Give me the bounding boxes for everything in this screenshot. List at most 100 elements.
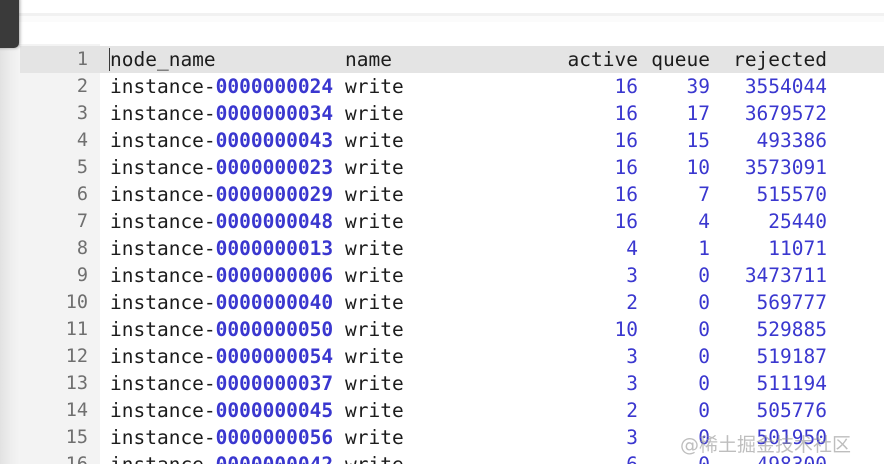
node-name-id: 0000000034 [215,102,334,125]
table-row[interactable]: 11 instance-0000000050 write 10 0 529885 [0,316,884,343]
window-chrome-bar[interactable] [0,0,19,48]
cell-node-name: instance-0000000042 [110,451,333,464]
node-name-prefix: instance- [110,372,216,395]
top-strip-lower [0,16,884,22]
cell-node-name: instance-0000000048 [110,208,333,235]
table-row[interactable]: 12 instance-0000000054 write 3 0 519187 [0,343,884,370]
text-caret [109,48,110,71]
line-number: 2 [76,76,88,97]
table-rows-container: 1 node_name name active queue rejected 2 instan… [0,46,884,464]
cell-rejected: 11071 [768,237,827,260]
cell-queue: 0 [698,345,710,368]
node-name-id: 0000000043 [215,129,334,152]
cell-active: 3 [626,264,638,287]
cell-node-name: instance-0000000024 [110,73,333,100]
line-number: 1 [76,49,88,70]
page-left-edge-shadow [0,44,20,464]
cell-queue: 39 [686,75,710,98]
node-name-prefix: instance- [110,129,216,152]
cell-node-name: instance-0000000037 [110,370,333,397]
cell-name: write [345,451,404,464]
cell-queue: 0 [698,399,710,422]
cell-rejected: 505776 [756,399,827,422]
table-row[interactable]: 5 instance-0000000023 write 16 10 3573091 [0,154,884,181]
cell-node-name: instance-0000000045 [110,397,333,424]
node-name-id: 0000000037 [215,372,334,395]
cell-node-name: instance-0000000034 [110,100,333,127]
column-header-name[interactable]: name [345,48,392,71]
node-name-prefix: instance- [110,237,216,260]
node-name-prefix: instance- [110,264,216,287]
cell-queue: 0 [698,318,710,341]
line-number: 4 [76,130,88,151]
cell-rejected: 25440 [768,210,827,233]
node-name-id: 0000000048 [215,210,334,233]
table-row[interactable]: 14 instance-0000000045 write 2 0 505776 [0,397,884,424]
node-name-id: 0000000042 [216,453,333,464]
table-row[interactable]: 7 instance-0000000048 write 16 4 25440 [0,208,884,235]
line-number: 9 [76,265,88,286]
line-number: 13 [65,373,88,394]
cell-name: write [345,372,404,395]
node-name-id: 0000000050 [215,318,334,341]
line-number: 12 [65,346,88,367]
cell-name: write [345,156,404,179]
text-editor-surface[interactable]: 1 node_name name active queue rejected 2 instan… [0,22,884,464]
cell-queue: 17 [686,102,710,125]
cell-rejected: 529885 [756,318,827,341]
node-name-prefix: instance- [110,183,216,206]
cell-node-name: instance-0000000040 [110,289,333,316]
line-number: 15 [65,427,88,448]
node-name-id: 0000000040 [215,291,334,314]
table-row[interactable]: 9 instance-0000000006 write 3 0 3473711 [0,262,884,289]
node-name-prefix: instance- [110,291,216,314]
cell-node-name: instance-0000000006 [110,262,333,289]
cell-name: write [345,237,404,260]
line-number: 5 [76,157,88,178]
line-number: 6 [76,184,88,205]
table-row[interactable]: 13 instance-0000000037 write 3 0 511194 [0,370,884,397]
cell-name: write [345,345,404,368]
node-name-id: 0000000023 [215,156,334,179]
cell-queue: 10 [686,156,710,179]
column-header-rejected[interactable]: rejected [733,48,827,71]
table-row[interactable]: 6 instance-0000000029 write 16 7 515570 [0,181,884,208]
table-row[interactable]: 2 instance-0000000024 write 16 39 3554044 [0,73,884,100]
cell-rejected: 493386 [756,129,827,152]
cell-rejected: 519187 [756,345,827,368]
table-row[interactable]: 15 instance-0000000056 write 3 0 501950 [0,424,884,451]
table-row[interactable]: 8 instance-0000000013 write 4 1 11071 [0,235,884,262]
cell-active: 3 [626,345,638,368]
node-name-prefix: instance- [110,75,216,98]
table-row[interactable]: 10 instance-0000000040 write 2 0 569777 [0,289,884,316]
node-name-prefix: instance- [110,399,216,422]
cell-name: write [345,129,404,152]
cell-rejected: 3679572 [744,102,827,125]
cell-active: 16 [614,156,638,179]
cell-active: 16 [614,210,638,233]
column-header-node-name[interactable]: node_name [110,48,216,71]
table-row[interactable]: 3 instance-0000000034 write 16 17 3679572 [0,100,884,127]
node-name-id: 0000000024 [215,75,334,98]
cell-name: write [345,102,404,125]
cell-queue: 0 [698,264,710,287]
node-name-prefix: instance- [110,318,216,341]
table-row[interactable]: 4 instance-0000000043 write 16 15 493386 [0,127,884,154]
column-header-active[interactable]: active [567,48,638,71]
line-number: 8 [76,238,88,259]
node-name-prefix: instance- [110,156,216,179]
cell-active: 4 [626,237,638,260]
cell-rejected: 501950 [756,426,827,449]
line-number: 14 [65,400,88,421]
cell-name: write [345,210,404,233]
cell-active: 10 [614,318,638,341]
cell-active: 3 [626,372,638,395]
cell-queue: 15 [686,129,710,152]
cell-rejected: 515570 [756,183,827,206]
table-row[interactable]: 16 instance-0000000042 write 60498300 [0,451,884,464]
cell-rejected: 3473711 [744,264,827,287]
cell-active: 16 [614,183,638,206]
column-header-queue[interactable]: queue [651,48,710,71]
node-name-id: 0000000056 [215,426,334,449]
cell-active: 3 [626,426,638,449]
